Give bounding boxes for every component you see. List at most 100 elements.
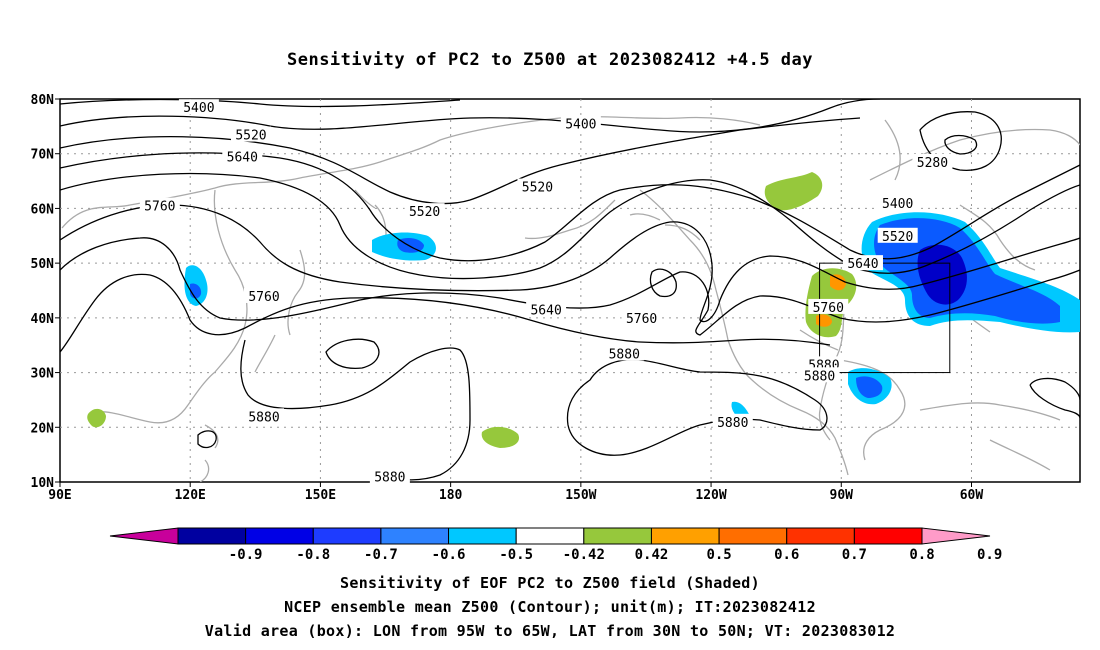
colorbar-box — [650, 527, 720, 545]
contour-label-bg — [526, 301, 567, 317]
lat-tick-label: 80N — [31, 93, 55, 108]
colorbar-label: 0.42 — [635, 547, 669, 563]
lat-tick-label: 10N — [31, 476, 55, 491]
colorbar-label: -0.9 — [229, 547, 263, 563]
colorbar-label: -0.6 — [432, 547, 466, 563]
colorbar-arrow-right — [921, 527, 991, 545]
colorbar: -0.9 -0.8 -0.7 -0.6 -0.5 -0.42 0.42 0.5 0.6 0.7 0.… — [109, 527, 1002, 563]
shade-pos-green-seasia — [87, 408, 106, 428]
contour-label-bg — [799, 367, 840, 383]
colorbar-box — [448, 527, 517, 545]
shade-neg-strong — [917, 244, 967, 305]
colorbar-box — [380, 527, 450, 545]
contour-label-bg — [604, 345, 645, 361]
contour-label: 5640 — [227, 150, 258, 165]
contour-label: 5400 — [882, 197, 913, 212]
caption-contour: NCEP ensemble mean Z500 (Contour); unit(… — [284, 598, 816, 616]
contour-label-bg — [560, 115, 601, 131]
lat-tick-label: 30N — [31, 367, 55, 382]
shade-neg-mid-kamchatka — [397, 237, 424, 253]
lon-tick-label: 90E — [48, 488, 71, 503]
contour-label-bg — [230, 126, 271, 142]
shade-neg-mid — [874, 218, 1060, 324]
contour-label: 5880 — [374, 471, 405, 486]
lat-tick-label: 50N — [31, 257, 55, 272]
lon-tick-label: 120E — [175, 488, 206, 503]
colorbar-box — [245, 527, 314, 545]
lon-tick-label: 90W — [830, 488, 854, 503]
lat-tick-label: 60N — [31, 202, 55, 217]
contour-label: 5640 — [847, 257, 878, 272]
contour-label: 5880 — [717, 416, 748, 431]
colorbar-box — [312, 527, 382, 545]
colorbar-label: 0.5 — [706, 547, 731, 563]
contour-label-bg — [222, 148, 263, 164]
contour-label-bg — [842, 255, 883, 271]
lon-tick-label: 120W — [695, 488, 726, 503]
contour-label: 5760 — [813, 301, 844, 316]
contour-label: 5520 — [882, 230, 913, 245]
colorbar-label: 0.8 — [909, 547, 934, 563]
contour-label: 5880 — [248, 410, 279, 425]
colorbar-arrow-left — [109, 527, 179, 545]
contour-label-bg — [808, 298, 849, 314]
contour-label-bg — [244, 287, 284, 303]
shade-neg-mid-florida — [856, 376, 883, 398]
contour-label-bg — [244, 408, 284, 424]
colorbar-box — [853, 527, 923, 545]
contour-label: 5880 — [609, 347, 640, 362]
colorbar-box — [177, 527, 247, 545]
colorbar-box — [718, 527, 788, 545]
caption-valid-area: Valid area (box): LON from 95W to 65W, L… — [204, 622, 896, 640]
lat-tick-label: 40N — [31, 312, 55, 327]
lat-tick-label: 70N — [31, 148, 55, 163]
caption-shaded: Sensitivity of EOF PC2 to Z500 field (Sh… — [340, 574, 760, 592]
lon-tick-label: 180 — [439, 488, 463, 503]
colorbar-label: -0.7 — [364, 547, 398, 563]
contour-label-bg — [912, 153, 953, 169]
coastlines — [61, 115, 1080, 482]
colorbar-label: 0.6 — [774, 547, 799, 563]
contour-label: 5760 — [248, 290, 279, 305]
contour-label-bg — [178, 99, 219, 115]
contour-label-bg — [877, 194, 918, 210]
colorbar-label: 0.9 — [977, 547, 1002, 563]
contour-label: 5640 — [530, 304, 561, 319]
contour-label: 5520 — [409, 205, 440, 220]
lat-tick-label: 20N — [31, 421, 55, 436]
contour-label-bg — [404, 203, 445, 219]
contour-label: 5520 — [235, 129, 266, 144]
contour-label-bg — [517, 178, 558, 194]
valid-area-box — [819, 262, 951, 374]
colorbar-label: 0.7 — [842, 547, 867, 563]
contour-label-bg — [877, 227, 918, 243]
shade-pos-green-canada — [764, 172, 823, 211]
contour-label-bg — [621, 309, 662, 325]
contour-label-bg — [139, 197, 180, 213]
colorbar-box — [515, 527, 585, 545]
lon-tick-label: 150W — [565, 488, 596, 503]
contour-label: 5880 — [804, 369, 835, 384]
longitude-labels: 90E 120E 150E 180 150W 120W 90W 60W — [48, 482, 983, 503]
map-title: Sensitivity of PC2 to Z500 at 2023082412… — [286, 50, 813, 70]
colorbar-box — [583, 527, 652, 545]
colorbar-label: -0.42 — [563, 547, 605, 563]
contour-label-bg — [369, 468, 410, 484]
contour-label: 5280 — [917, 156, 948, 171]
colorbar-label: -0.8 — [296, 547, 330, 563]
contour-label: 5760 — [144, 200, 175, 215]
shade-pos-orange-1 — [830, 274, 846, 291]
colorbar-box — [786, 527, 855, 545]
contour-label: 5760 — [626, 312, 657, 327]
contour-label: 5520 — [522, 181, 553, 196]
shade-pos-green-pacific — [481, 426, 520, 448]
latitude-labels: 80N 70N 60N 50N 40N 30N 20N 10N — [31, 93, 60, 491]
lon-tick-label: 150E — [305, 488, 336, 503]
contour-label-bg — [712, 413, 753, 429]
contour-label: 5400 — [183, 101, 214, 116]
contour-labels: 5400 5400 5520 5640 5760 5520 5520 5640 5760 5760… — [139, 99, 953, 486]
lon-tick-label: 60W — [960, 488, 984, 503]
contour-label: 5400 — [565, 118, 596, 133]
colorbar-label: -0.5 — [499, 547, 533, 563]
